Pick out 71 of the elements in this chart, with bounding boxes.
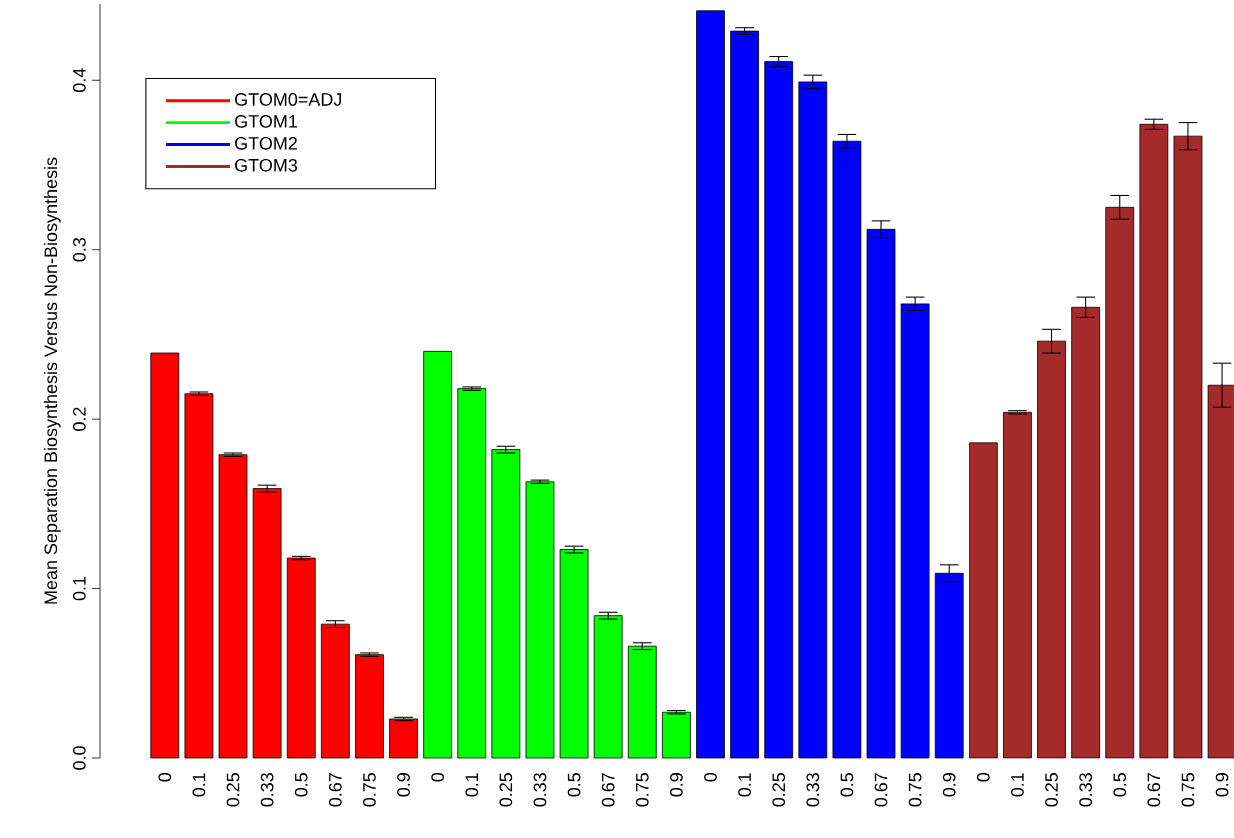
legend-label: GTOM3 (235, 158, 298, 172)
y-axis-title: Mean Separation Biosynthesis Versus Non-Biosynthesis (43, 157, 61, 604)
x-tick-label: 0.67 (874, 773, 888, 807)
x-tick-label: 0.75 (1181, 773, 1195, 807)
y-tick-label: 0.0 (73, 746, 86, 770)
x-tick-label: 0.1 (1011, 773, 1024, 797)
x-tick-label: 0.67 (601, 773, 615, 807)
bar (696, 10, 725, 759)
bar (525, 481, 555, 759)
x-tick-label: 0.9 (397, 773, 410, 797)
x-tick-label: 0 (158, 772, 172, 782)
x-tick-label: 0.33 (260, 773, 274, 807)
x-tick-label: 0.67 (1147, 773, 1161, 807)
bar (491, 449, 521, 759)
bar (1105, 206, 1135, 759)
bar (1173, 135, 1203, 759)
x-tick-label: 0.33 (533, 773, 547, 807)
bar (730, 30, 759, 759)
legend-label: GTOM2 (235, 136, 297, 150)
bar (252, 488, 282, 759)
x-tick-label: 0.33 (1079, 773, 1093, 807)
bar (457, 388, 487, 759)
bar (184, 393, 214, 759)
bar (1071, 306, 1101, 759)
x-tick-label: 0 (976, 772, 990, 782)
x-tick-label: 0.25 (1045, 773, 1058, 807)
bar (764, 61, 794, 759)
x-tick-label: 0.25 (226, 773, 240, 807)
bar (389, 718, 418, 759)
bar (627, 645, 657, 759)
bar (934, 572, 964, 759)
bar (866, 228, 896, 759)
x-tick-label: 0.75 (635, 773, 649, 807)
bar (662, 711, 691, 759)
bar (593, 615, 623, 759)
y-tick-label: 0.2 (73, 407, 86, 431)
x-tick-label: 0.25 (772, 773, 786, 807)
y-tick-label: 0.3 (73, 237, 86, 262)
x-tick-label: 0.9 (670, 773, 683, 797)
bar (559, 549, 589, 759)
x-tick-label: 0.5 (840, 773, 854, 797)
bar (218, 454, 248, 759)
y-tick-label: 0.4 (73, 68, 86, 93)
x-tick-label: 0.5 (567, 773, 581, 797)
x-tick-label: 0.1 (192, 773, 206, 797)
x-tick-label: 0.9 (942, 773, 956, 797)
bar (320, 623, 350, 759)
bar (355, 654, 384, 759)
x-tick-label: 0.1 (738, 773, 751, 797)
bar (968, 442, 998, 759)
legend-label: GTOM1 (235, 115, 297, 128)
x-tick-label: 0.9 (1215, 773, 1229, 797)
x-tick-label: 0.5 (294, 773, 308, 797)
x-tick-label: 0.75 (363, 773, 376, 807)
bar (286, 557, 316, 759)
x-tick-label: 0.75 (908, 773, 922, 807)
legend-label: GTOM0=ADJ (235, 93, 342, 106)
bar (1003, 411, 1032, 759)
x-tick-label: 0 (704, 772, 717, 782)
x-tick-label: 0.5 (1113, 773, 1127, 797)
bar (150, 352, 180, 759)
x-tick-label: 0 (431, 772, 445, 782)
y-tick-label: 0.1 (73, 576, 86, 601)
bar (1139, 123, 1169, 759)
bar (423, 350, 453, 759)
bar (1037, 340, 1066, 759)
x-tick-label: 0.33 (806, 773, 820, 807)
x-tick-label: 0.25 (499, 773, 513, 807)
x-tick-label: 0.67 (328, 773, 342, 807)
bar (832, 140, 862, 759)
x-tick-label: 0.1 (465, 773, 479, 797)
